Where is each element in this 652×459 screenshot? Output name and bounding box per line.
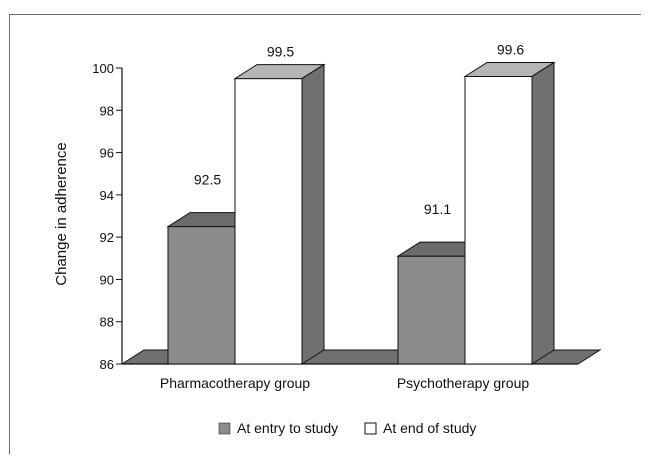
y-tick-label-100: 100 xyxy=(92,61,114,76)
bar-side xyxy=(301,63,325,365)
y-tick-label-90: 90 xyxy=(100,272,114,287)
legend: At entry to study At end of study xyxy=(218,420,476,436)
y-tick-label-86: 86 xyxy=(100,357,114,372)
y-tick-label-96: 96 xyxy=(100,146,114,161)
bar-front xyxy=(397,255,466,365)
legend-swatch-entry xyxy=(218,422,231,435)
data-label-0-0: 92.5 xyxy=(194,172,221,188)
bar-front xyxy=(167,226,236,365)
bar-end-0 xyxy=(233,63,326,365)
category-label-psychotherapy: Psychotherapy group xyxy=(397,375,530,391)
legend-swatch-end xyxy=(364,422,377,435)
y-axis-label: Change in adherence xyxy=(53,142,70,285)
y-tick-label-92: 92 xyxy=(100,230,114,245)
category-label-pharmacotherapy: Pharmacotherapy group xyxy=(160,375,310,391)
data-label-1-0: 91.1 xyxy=(424,201,451,217)
bar-side xyxy=(531,61,555,365)
bar-front xyxy=(464,75,533,365)
y-tick-label-88: 88 xyxy=(100,315,114,330)
bar-end-1 xyxy=(463,61,556,365)
legend-label-end: At end of study xyxy=(383,420,476,436)
bars xyxy=(166,61,556,365)
data-label-1-1: 99.6 xyxy=(497,41,524,57)
data-labels: 92.5 99.5 91.1 99.6 xyxy=(194,41,524,217)
data-label-0-1: 99.5 xyxy=(267,44,294,60)
y-tick-label-94: 94 xyxy=(100,188,114,203)
y-axis: 86 88 90 92 94 96 98 100 xyxy=(92,61,123,372)
legend-label-entry: At entry to study xyxy=(237,420,338,436)
chart-frame xyxy=(9,14,641,454)
bar-front xyxy=(234,78,303,365)
y-tick-label-98: 98 xyxy=(100,103,114,118)
